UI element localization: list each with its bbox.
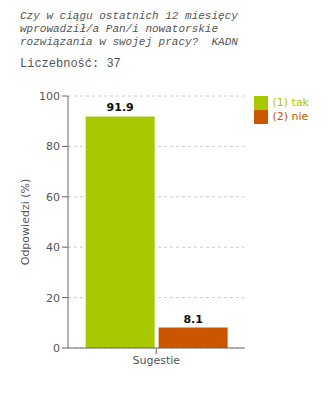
svg-text:Odpowiedzi (%): Odpowiedzi (%) xyxy=(19,179,32,266)
svg-text:40: 40 xyxy=(46,241,60,254)
svg-text:20: 20 xyxy=(46,292,60,305)
html-text:Czy w ciągu ostatnich 12 miesi: Czy w ciągu ostatnich 12 miesięcy xyxy=(20,10,238,22)
svg-text:80: 80 xyxy=(46,140,60,153)
html-text:(1) tak: (1) tak xyxy=(272,96,309,109)
html-text:(2) nie: (2) nie xyxy=(272,110,309,123)
svg-text:8.1: 8.1 xyxy=(183,313,203,326)
html-text:wprowadził/a Pan/i nowatorskie: wprowadził/a Pan/i nowatorskie xyxy=(20,23,218,35)
svg-text:91.9: 91.9 xyxy=(107,101,134,114)
html-text:rozwiązania w swojej pracy? KA: rozwiązania w swojej pracy? KADN xyxy=(20,36,238,48)
svg-text:0: 0 xyxy=(53,342,60,355)
svg-text:60: 60 xyxy=(46,191,60,204)
html-text:Liczebność: 37: Liczebność: 37 xyxy=(20,57,121,71)
svg-text:Sugestie: Sugestie xyxy=(132,354,180,367)
svg-text:100: 100 xyxy=(39,90,60,103)
